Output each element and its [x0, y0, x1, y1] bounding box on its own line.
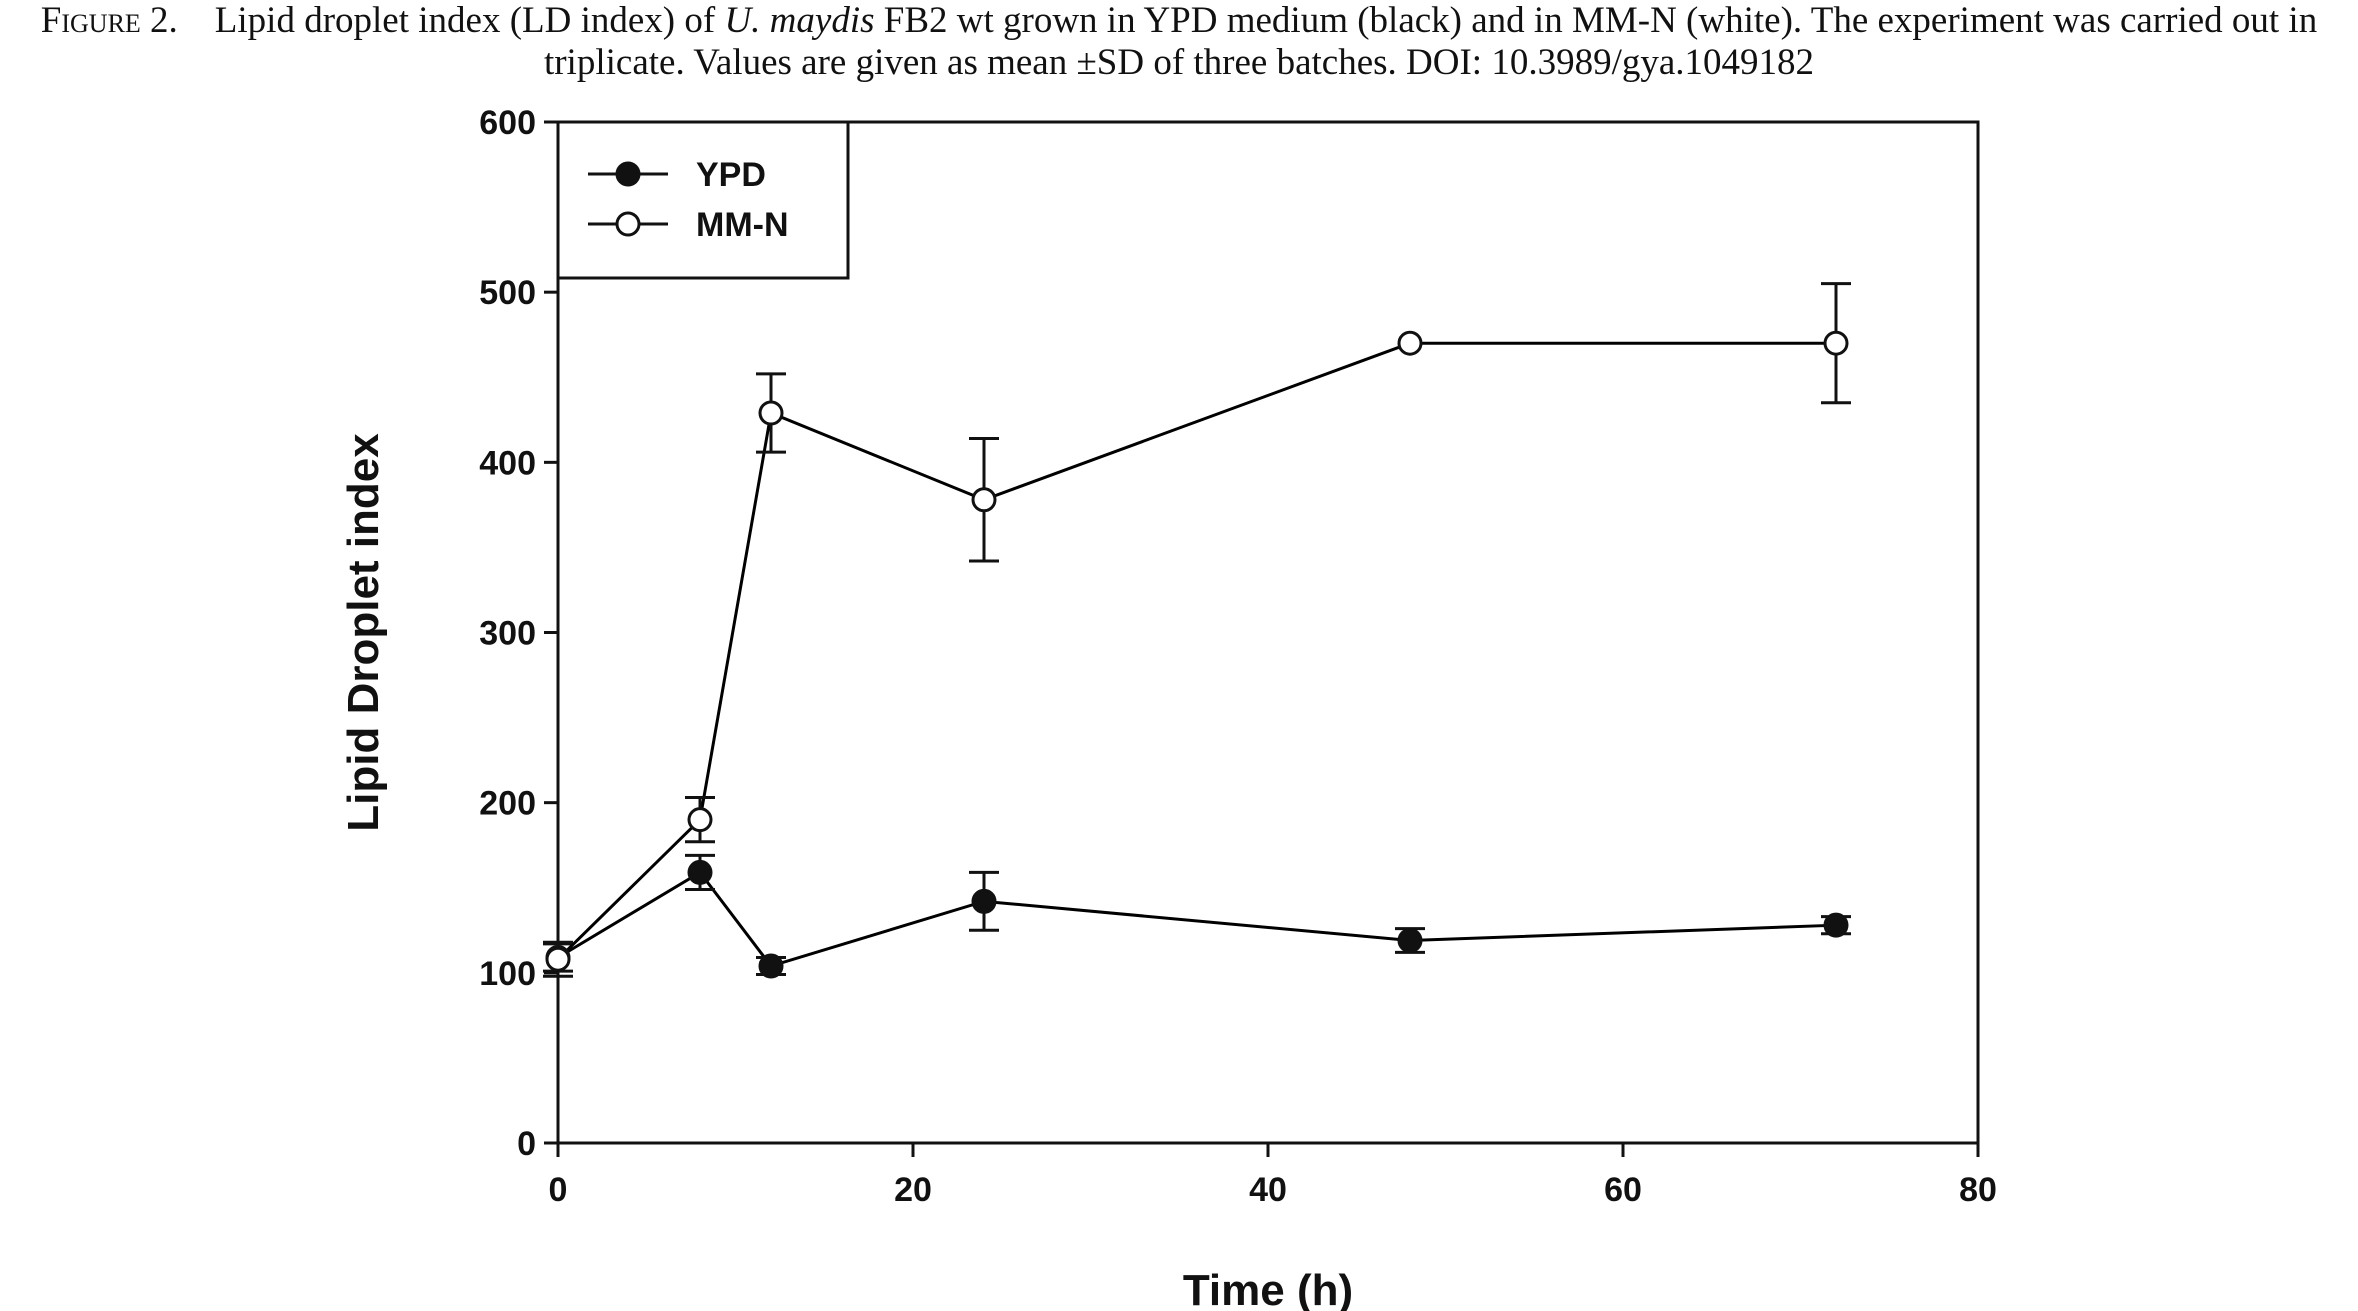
data-point-mm-n	[687, 807, 713, 833]
legend-marker-mm-n	[615, 211, 641, 237]
figure-caption: Figure 2. Lipid droplet index (LD index)…	[40, 0, 2318, 84]
legend-label-ypd: YPD	[696, 156, 766, 194]
caption-text-2: FB2 wt grown in YPD medium (black) and i…	[543, 0, 2318, 83]
y-tick-label: 600	[479, 104, 536, 142]
y-axis-title: Lipid Droplet index	[339, 433, 388, 832]
y-tick-label: 0	[517, 1125, 536, 1163]
y-tick-label: 300	[479, 615, 536, 653]
legend-label-mm-n: MM-N	[696, 206, 789, 244]
data-point-ypd	[1397, 928, 1423, 954]
x-tick-label: 20	[894, 1171, 932, 1209]
data-point-mm-n	[1397, 330, 1423, 356]
series-line-ypd	[557, 870, 1837, 968]
data-point-mm-n	[1823, 330, 1849, 356]
x-tick-label: 40	[1249, 1171, 1287, 1209]
y-tick-label: 100	[479, 955, 536, 993]
y-tick-label: 400	[479, 444, 536, 482]
x-tick-label: 80	[1959, 1171, 1997, 1209]
y-tick-label: 500	[479, 274, 536, 312]
data-point-mm-n	[758, 400, 784, 426]
x-tick-label: 60	[1604, 1171, 1642, 1209]
data-point-ypd	[1823, 912, 1849, 938]
data-point-ypd	[687, 859, 713, 885]
x-axis-title: Time (h)	[1183, 1266, 1353, 1311]
data-point-mm-n	[971, 487, 997, 513]
caption-species: U. maydis	[724, 0, 875, 41]
legend-marker-ypd	[615, 161, 641, 187]
caption-text-1: Lipid droplet index (LD index) of	[214, 0, 725, 41]
data-point-mm-n	[545, 946, 571, 972]
x-tick-label: 0	[549, 1171, 568, 1209]
figure-label: Figure 2.	[40, 0, 178, 41]
series-line-mm-n	[556, 341, 1836, 961]
legend-box	[556, 120, 850, 280]
data-point-ypd	[971, 888, 997, 914]
y-tick-label: 200	[479, 785, 536, 823]
data-point-ypd	[758, 953, 784, 979]
